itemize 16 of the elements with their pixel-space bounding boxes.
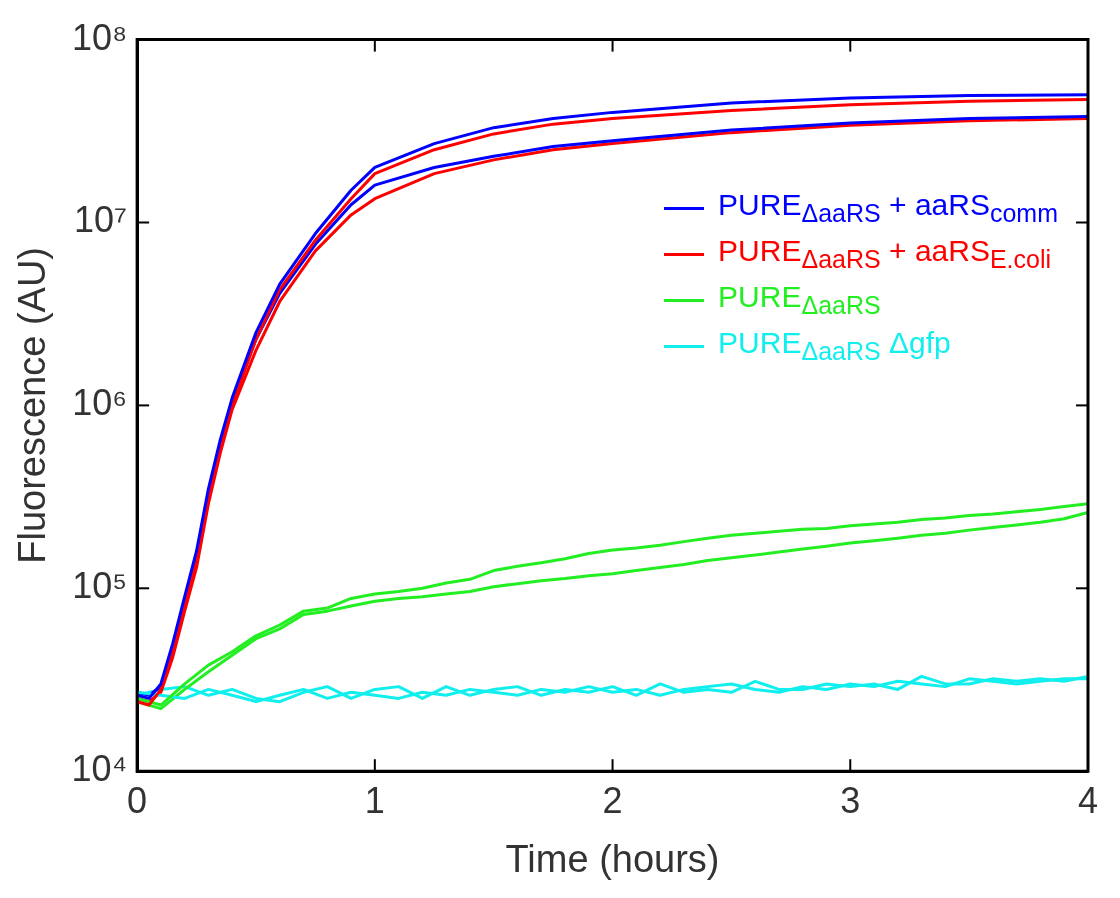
x-tick-label: 4 [1077, 779, 1098, 821]
y-tick-label: 10⁷ [74, 199, 128, 241]
y-tick-label: 10⁶ [72, 382, 128, 424]
legend-label: PURE$_{ΔaaRS}$ + aaRS$_{E.coli}$ [718, 232, 1052, 275]
y-tick-label: 10⁸ [71, 16, 128, 58]
x-axis-title: Time (hours) [505, 837, 720, 880]
x-tick-label: 2 [602, 779, 623, 821]
legend-label: PURE$_{ΔaaRS}$ [718, 278, 881, 321]
x-tick-label: 0 [127, 779, 148, 821]
legend-label: PURE$_{ΔaaRS}$ Δgfp [718, 324, 951, 367]
y-tick-label: 10⁵ [72, 565, 128, 607]
y-axis-title: Fluorescence (AU) [11, 247, 54, 564]
x-tick-label: 3 [840, 779, 861, 821]
x-tick-label: 1 [364, 779, 385, 821]
y-tick-label: 10⁴ [71, 748, 128, 790]
legend-label: PURE$_{ΔaaRS}$ + aaRS$_{comm}$ [718, 186, 1058, 229]
